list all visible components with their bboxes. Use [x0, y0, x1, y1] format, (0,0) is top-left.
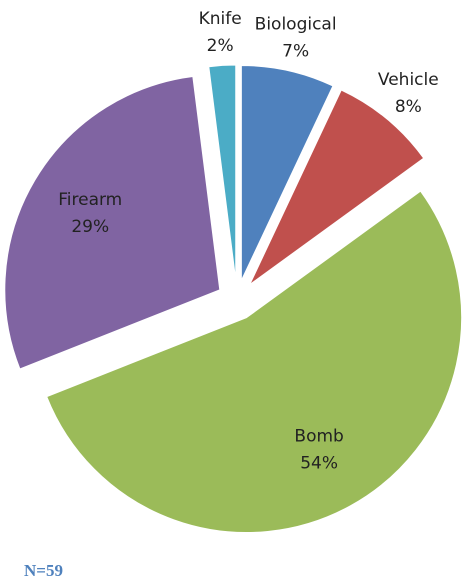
slice-value-label: 54%	[300, 453, 338, 473]
slice-value-label: 7%	[282, 42, 309, 62]
slice-label: Bomb	[294, 426, 343, 446]
sample-size-note: N=59	[24, 561, 63, 580]
slice-label: Firearm	[58, 190, 122, 210]
slice-label: Knife	[199, 9, 242, 29]
slice-label: Vehicle	[378, 70, 439, 90]
pie-slice	[249, 89, 425, 285]
slice-value-label: 2%	[207, 36, 234, 56]
pie-slice	[4, 75, 221, 370]
slice-value-label: 8%	[395, 97, 422, 117]
slice-value-label: 29%	[71, 217, 109, 237]
pie-slice	[46, 190, 463, 534]
pie-slice	[240, 64, 334, 281]
pie-slice	[208, 64, 237, 281]
slice-label: Biological	[255, 15, 337, 35]
